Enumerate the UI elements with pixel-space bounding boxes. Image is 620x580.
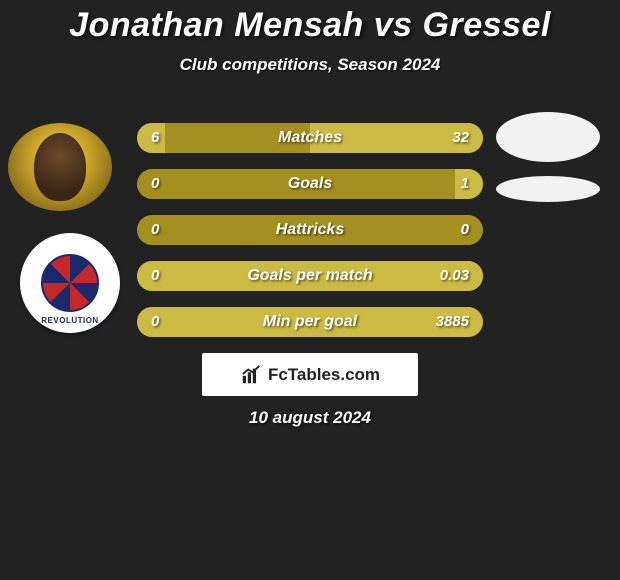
club-badge: REVOLUTION (20, 233, 120, 333)
stats-panel: 632Matches 01Goals 00Hattricks 00.03Goals p… (137, 123, 483, 353)
stat-row: 01Goals (137, 169, 483, 199)
player-avatar-right-bottom (496, 176, 600, 202)
stat-label: Goals per match (137, 261, 483, 291)
player-avatar-right-top (496, 112, 600, 162)
stat-label: Hattricks (137, 215, 483, 245)
stat-label: Goals (137, 169, 483, 199)
stat-row: 632Matches (137, 123, 483, 153)
stat-row: 00Hattricks (137, 215, 483, 245)
player-avatar-left (8, 123, 112, 211)
branding-badge: FcTables.com (202, 353, 418, 396)
page-title: Jonathan Mensah vs Gressel (0, 6, 620, 45)
subtitle: Club competitions, Season 2024 (0, 55, 620, 75)
stat-label: Matches (137, 123, 483, 153)
stat-row: 00.03Goals per match (137, 261, 483, 291)
stat-label: Min per goal (137, 307, 483, 337)
club-badge-pattern (41, 254, 99, 312)
club-badge-text: REVOLUTION (20, 316, 120, 325)
comparison-card: Jonathan Mensah vs Gressel Club competit… (0, 0, 620, 580)
stat-row: 03885Min per goal (137, 307, 483, 337)
branding-text: FcTables.com (268, 365, 380, 385)
chart-icon (240, 364, 262, 386)
date-line: 10 august 2024 (0, 408, 620, 428)
